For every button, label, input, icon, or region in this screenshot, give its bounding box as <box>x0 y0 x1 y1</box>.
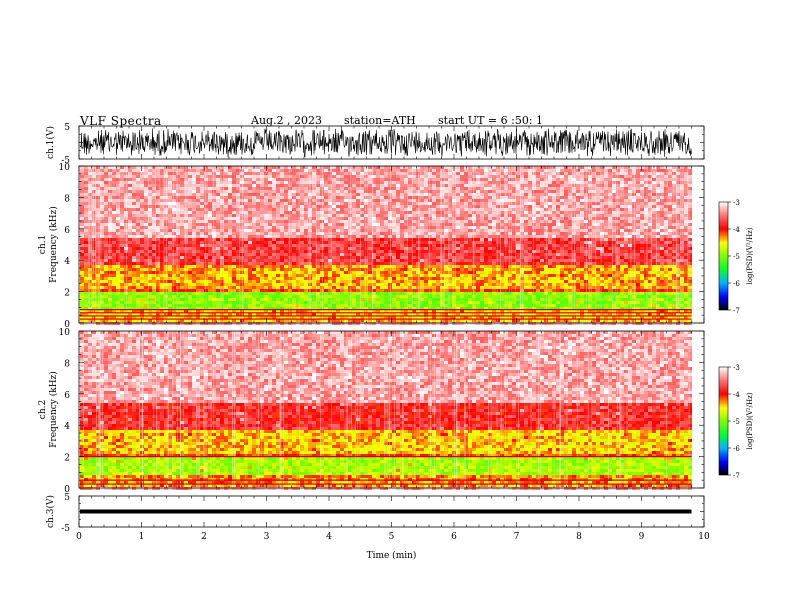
chart-title: VLF Spectra <box>80 114 162 128</box>
xtick-label-9: 9 <box>639 532 645 542</box>
date-label: Aug.2 , 2023 <box>251 114 323 127</box>
ch2-spectrogram-colorbar-tick-4: -7 <box>733 472 740 480</box>
ch1-spectrogram-colorbar-tick-3: -6 <box>733 280 740 288</box>
ch1-spectrogram-panel: 0 2 4 6 8 10 ch.1 Frequency (kHz) -3 -4 -5 -6 -7 log(… <box>38 163 754 330</box>
xtick-label-2: 2 <box>201 532 207 542</box>
ch2-spectrogram-ylabel: Frequency (kHz) <box>48 371 59 448</box>
ch3-waveform-ylabel: ch.3(V) <box>45 495 56 528</box>
xlabel: Time (min) <box>367 550 417 561</box>
ch1-spectrogram-ylabel: Frequency (kHz) <box>48 206 59 283</box>
xtick-label-10: 10 <box>698 532 710 542</box>
ch1-spectrogram-colorbar-tick-0: -3 <box>733 199 740 207</box>
ch2-spectrogram-ytick-label-4: 8 <box>64 359 70 369</box>
xtick-label-1: 1 <box>139 532 145 542</box>
ch1-spectrogram-ytick-label-1: 2 <box>64 289 70 299</box>
xtick-label-6: 6 <box>451 532 457 542</box>
ch3-waveform-trace <box>80 509 692 514</box>
ch2-spectrogram-ytick-label-2: 4 <box>64 422 70 432</box>
ch2-spectrogram-ytick-label-3: 6 <box>64 391 70 401</box>
ch2-spectrogram-cells <box>80 331 692 490</box>
ch1-spectrogram-ytick-label-3: 6 <box>64 226 70 236</box>
ch2-spectrogram-panel: 0 2 4 6 8 10 ch.2 Frequency (kHz) -3 -4 -5 -6 -7 log(… <box>38 328 754 495</box>
ch1-spectrogram-ylabel-channel: ch.1 <box>38 235 48 254</box>
ch3-waveform-ytick-label-1: -5 <box>61 524 70 534</box>
ch1-spectrogram-ytick-label-5: 10 <box>59 163 71 173</box>
xtick-label-8: 8 <box>576 532 582 542</box>
ch1-spectrogram-colorbar: -3 -4 -5 -6 -7 log(PSD)(V²/Hz) <box>718 199 754 315</box>
time-axis: 0 1 2 3 4 5 6 7 8 9 10 Time (min) <box>76 126 710 561</box>
start-time-label: start UT = 6 :50: 1 <box>438 114 544 127</box>
ch2-spectrogram-ylabel-channel: ch.2 <box>38 400 48 419</box>
xtick-label-7: 7 <box>514 532 520 542</box>
ch1-waveform-trace <box>79 128 692 158</box>
ch1-spectrogram-colorbar-tick-1: -4 <box>733 226 740 234</box>
ch1-spectrogram-colorbar-tick-4: -7 <box>733 307 740 315</box>
xtick-label-5: 5 <box>389 532 395 542</box>
ch1-spectrogram-colorbar-tick-2: -5 <box>733 253 740 261</box>
ch1-waveform-panel: 5 -5 ch.1(V) <box>45 123 705 166</box>
ch1-waveform-ytick-label-0: 5 <box>64 123 70 133</box>
ch1-spectrogram-colorbar-label: log(PSD)(V²/Hz) <box>746 227 754 284</box>
ch2-spectrogram-colorbar-tick-1: -4 <box>733 391 740 399</box>
ch1-spectrogram-cells <box>80 166 692 325</box>
ch1-spectrogram-ytick-label-0: 0 <box>64 320 70 330</box>
ch1-waveform-ylabel: ch.1(V) <box>45 126 56 159</box>
ch1-waveform-ytick-label-1: -5 <box>61 156 70 166</box>
ch2-spectrogram-ytick-label-0: 0 <box>64 485 70 495</box>
ch2-spectrogram-colorbar: -3 -4 -5 -6 -7 log(PSD)(V²/Hz) <box>718 364 754 480</box>
ch2-spectrogram-colorbar-tick-3: -6 <box>733 445 740 453</box>
ch2-spectrogram-colorbar-tick-2: -5 <box>733 418 740 426</box>
xtick-label-0: 0 <box>76 532 82 542</box>
ch2-spectrogram-colorbar-tick-0: -3 <box>733 364 740 372</box>
station-label: station=ATH <box>344 114 416 127</box>
ch3-waveform-ytick-label-0: 5 <box>64 493 70 503</box>
ch1-spectrogram-ytick-label-2: 4 <box>64 257 70 267</box>
ch3-waveform-panel: 5 -5 ch.3(V) <box>45 493 705 534</box>
ch2-spectrogram-ytick-label-1: 2 <box>64 454 70 464</box>
ch2-spectrogram-colorbar-label: log(PSD)(V²/Hz) <box>746 392 754 449</box>
xtick-label-3: 3 <box>264 532 270 542</box>
xtick-label-4: 4 <box>326 532 332 542</box>
ch2-spectrogram-ytick-label-5: 10 <box>59 328 71 338</box>
ch1-spectrogram-ytick-label-4: 8 <box>64 194 70 204</box>
